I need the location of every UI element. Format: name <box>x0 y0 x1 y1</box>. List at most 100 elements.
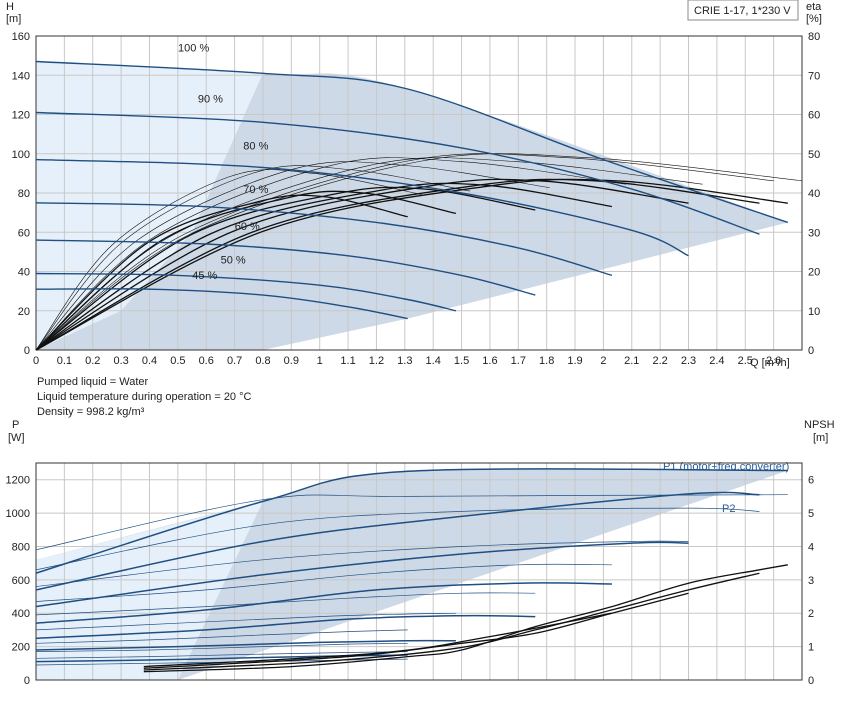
q-tick-label: 1.9 <box>567 355 582 367</box>
q-tick-label: 1.1 <box>340 355 355 367</box>
p2-curve <box>35 592 536 616</box>
q-tick-label: 1.3 <box>397 355 412 367</box>
eta-curve-bold <box>35 182 613 351</box>
h-tick-label: 20 <box>18 306 30 318</box>
p2-curve <box>35 629 408 644</box>
eta-axis-unit: [%] <box>806 13 822 25</box>
q-tick-label: 0.3 <box>113 355 128 367</box>
q-tick-label: 0.8 <box>255 355 270 367</box>
head-efficiency-plot: 0 0.1 0.2 0.3 0.4 0.5 0.6 0.7 0.8 0.9 1 1.1 1.2 1.3 1.… <box>12 31 821 367</box>
eta-curve-bold <box>35 190 457 351</box>
top-plot-frame <box>35 35 803 351</box>
q-tick-label: 0.5 <box>170 355 185 367</box>
speed-curve <box>35 60 789 224</box>
npsh-axis-unit: [m] <box>813 432 828 444</box>
q-tick-label: 0.7 <box>227 355 242 367</box>
eta-tick-label: 80 <box>808 31 820 43</box>
npsh-tick-label: 4 <box>808 541 814 553</box>
q-tick-label: 2.5 <box>738 355 753 367</box>
p1-curve <box>35 614 536 640</box>
speed-curve-label: 60 % <box>235 221 260 233</box>
speed-curve <box>35 288 408 320</box>
h-tick-label: 140 <box>12 70 30 82</box>
h-axis-label: H <box>6 1 14 13</box>
p2-curve <box>35 563 612 602</box>
p-axis-label: P <box>12 419 19 431</box>
q-tick-label: 1.8 <box>539 355 554 367</box>
npsh-curve <box>143 572 760 671</box>
power-npsh-plot: 0 200 400 600 800 1000 1200 0 1 2 3 4 5 6 <box>6 462 814 687</box>
eta-axis-label: eta <box>806 1 822 13</box>
bottom-plot-frame <box>35 462 803 681</box>
q-tick-label: 2.3 <box>681 355 696 367</box>
eta-curve-bold <box>35 178 689 351</box>
h-tick-label: 160 <box>12 31 30 43</box>
model-label: CRIE 1-17, 1*230 V <box>694 5 791 17</box>
eta-tick-label: 10 <box>808 306 820 318</box>
speed-curve-label: 45 % <box>192 270 217 282</box>
p-tick-label: 0 <box>24 675 30 687</box>
h-tick-label: 80 <box>18 188 30 200</box>
npsh-tick-label: 2 <box>808 608 814 620</box>
speed-curve-label: 80 % <box>243 141 268 153</box>
q-tick-label: 2.2 <box>652 355 667 367</box>
npsh-tick-label: 1 <box>808 642 814 654</box>
npsh-tick-label: 3 <box>808 575 814 587</box>
p1-curve <box>35 541 689 608</box>
p1-curve <box>35 468 788 574</box>
p1-curve <box>35 491 760 591</box>
p-tick-label: 200 <box>12 642 30 654</box>
speed-curve <box>35 202 613 277</box>
q-tick-label: 2.4 <box>709 355 724 367</box>
p-tick-label: 600 <box>12 575 30 587</box>
q-tick-label: 2.6 <box>766 355 781 367</box>
speed-curve-label: 70 % <box>243 184 268 196</box>
p2-curve <box>35 651 408 659</box>
eta-tick-label: 20 <box>808 267 820 279</box>
q-tick-label: 0.1 <box>57 355 72 367</box>
eta-curve-thin <box>35 153 774 351</box>
eta-curve-thin <box>35 165 471 351</box>
q-tick-label: 1.5 <box>454 355 469 367</box>
p-axis-unit: [W] <box>8 432 25 444</box>
eta-curve-thin <box>35 153 803 351</box>
npsh-curve <box>143 612 613 668</box>
p-tick-label: 1000 <box>6 508 30 520</box>
h-tick-label: 120 <box>12 110 30 122</box>
p1-curve <box>35 582 612 624</box>
q-tick-label: 0.9 <box>284 355 299 367</box>
p1-curve <box>35 639 456 651</box>
h-tick-label: 100 <box>12 149 30 161</box>
npsh-tick-label: 5 <box>808 508 814 520</box>
model-label-box <box>687 0 799 21</box>
eta-tick-label: 50 <box>808 149 820 161</box>
p2-curve <box>35 540 689 587</box>
q-tick-label: 0.4 <box>142 355 157 367</box>
speed-curve <box>35 272 457 312</box>
q-tick-label: 1.6 <box>482 355 497 367</box>
npsh-curve <box>143 592 689 669</box>
speed-curve-label: 50 % <box>221 254 246 266</box>
q-tick-label: 0.6 <box>199 355 214 367</box>
p2-curve <box>35 612 456 631</box>
q-tick-label: 1.7 <box>511 355 526 367</box>
p2-curve <box>35 642 408 652</box>
p-tick-label: 400 <box>12 608 30 620</box>
q-tick-label: 1.4 <box>426 355 441 367</box>
eta-curve-thin <box>35 157 627 351</box>
info-line-temperature: Liquid temperature during operation = 20… <box>37 391 252 403</box>
q-tick-label: 0.2 <box>85 355 100 367</box>
h-axis-unit: [m] <box>6 13 21 25</box>
p2-curve <box>35 658 408 666</box>
info-line-liquid: Pumped liquid = Water <box>37 376 149 388</box>
speed-curve-label: 90 % <box>198 94 223 106</box>
speed-curve <box>35 239 536 296</box>
npsh-tick-label: 0 <box>808 675 814 687</box>
info-line-density: Density = 998.2 kg/m³ <box>37 406 145 418</box>
q-tick-label: 1 <box>317 355 323 367</box>
eta-tick-label: 0 <box>808 345 814 357</box>
p2-curve <box>35 507 760 571</box>
h-tick-label: 60 <box>18 227 30 239</box>
speed-curve-label: 100 % <box>178 43 209 55</box>
